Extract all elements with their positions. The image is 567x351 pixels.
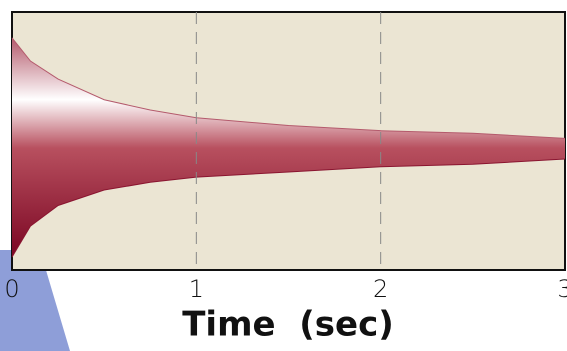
upper-edge <box>11 37 566 139</box>
decoration <box>0 250 70 351</box>
x-tick-label: 3 <box>557 275 567 303</box>
x-axis-title: Time (sec) <box>182 305 394 345</box>
lower-edge <box>11 158 566 258</box>
x-tick-label: 2 <box>373 275 388 303</box>
x-tick-label: 1 <box>189 275 204 303</box>
band <box>12 37 565 258</box>
x-tick-label: 0 <box>4 275 19 303</box>
